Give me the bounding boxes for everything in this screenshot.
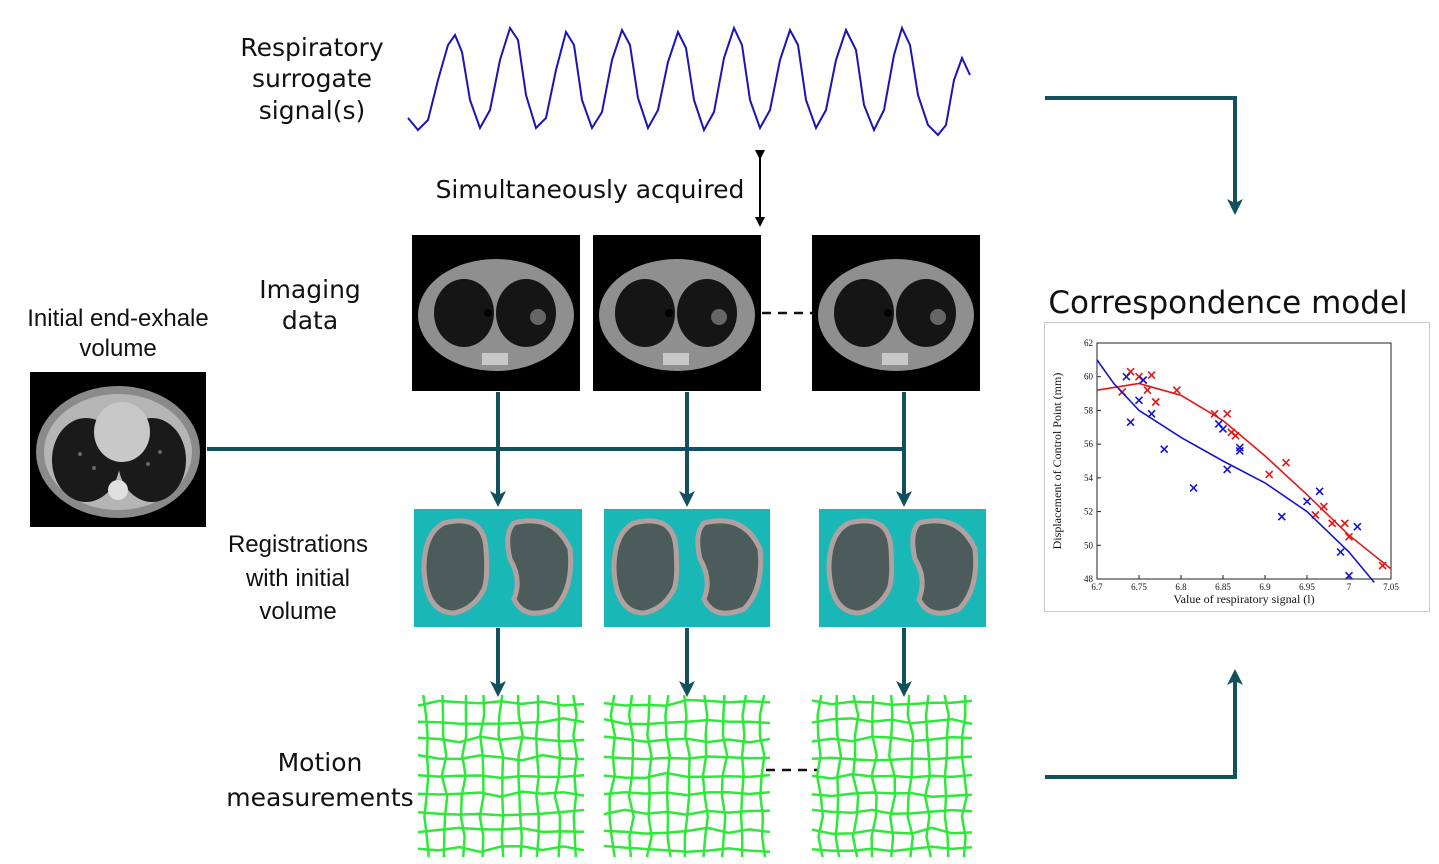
ct-image-3 [812,235,980,391]
blue-fit-line [1096,359,1375,583]
y-tick-label: 60 [1084,372,1094,382]
x-tick-label: 6.95 [1299,582,1315,592]
blue-data-point [1277,512,1286,521]
correspondence-plot: 6.7 6.75 6.8 6.85 6.9 6.95 7 7.05 48 50 52 54 56 58 60… [1044,322,1430,612]
x-tick-label: 6.9 [1259,582,1271,592]
blue-data-point [1218,424,1228,434]
y-tick-label: 50 [1084,540,1094,550]
red-data-point [1378,561,1387,570]
red-data-point [1143,386,1152,395]
registration-image-2 [604,509,770,627]
blue-data-point [1139,376,1148,385]
blue-data-point [1336,547,1345,557]
blue-data-point [1189,483,1198,493]
model-title: Correspondence model [1048,285,1408,321]
y-tick-label: 48 [1084,574,1094,584]
red-data-point [1231,431,1240,440]
initial-volume-image [30,372,206,527]
respiratory-signal-curve [407,25,971,137]
red-data-point [1210,409,1219,418]
red-data-point [1281,458,1291,467]
x-tick-label: 6.7 [1091,582,1103,592]
registrations-label: Registrations with initial volume [227,531,369,626]
motion-grid-3 [812,695,972,857]
blue-data-point [1147,409,1156,418]
red-data-point [1172,386,1181,395]
y-tick-label: 62 [1084,338,1093,348]
red-data-point [1340,519,1349,528]
x-tick-label: 6.8 [1175,582,1187,592]
blue-data-point [1235,443,1244,452]
y-tick-label: 56 [1084,439,1094,449]
y-tick-label: 58 [1084,405,1094,415]
registration-image-1 [414,509,582,627]
x-tick-label: 7.05 [1383,582,1399,592]
blue-data-point [1122,372,1131,381]
blue-data-point [1315,487,1324,496]
arrow-motion-to-model [1045,669,1243,779]
blue-data-point [1134,396,1144,405]
initial-volume-label: Initial end-exhale volume [27,305,209,362]
y-tick-label: 54 [1084,473,1094,483]
y-tick-label: 52 [1084,507,1093,517]
red-data-point [1223,409,1232,418]
red-data-point [1147,370,1156,380]
red-data-point [1328,519,1337,528]
x-tick-label: 6.75 [1131,582,1147,592]
red-data-point [1265,470,1274,479]
x-tick-label: 7 [1347,582,1352,592]
simultaneous-label: Simultaneously acquired [435,175,745,204]
arrow-signal-to-model [1045,96,1243,215]
motion-label: Motion measurements [226,748,414,812]
ct-image-2 [593,235,761,391]
motion-grid-2 [604,695,770,857]
red-data-point [1151,397,1160,407]
red-data-point [1319,502,1328,511]
imaging-label: Imaging data [259,275,361,336]
blue-data-point [1353,522,1362,531]
blue-data-point [1223,465,1232,474]
y-axis-label: Displacement of Control Point (mm) [1050,373,1064,550]
blue-data-point [1235,446,1244,455]
blue-data-point [1302,497,1312,506]
red-fit-line [1096,382,1392,570]
blue-data-point [1344,571,1354,580]
registration-image-3 [819,509,986,627]
x-axis-label: Value of respiratory signal (l) [1173,592,1314,606]
ct-image-1 [412,235,580,391]
x-tick-label: 6.85 [1215,582,1231,592]
blue-data-point [1160,445,1169,454]
motion-grid-1 [418,695,584,857]
surrogate-label: Respiratory surrogate signal(s) [240,33,384,125]
blue-data-point [1126,418,1135,427]
red-data-point [1344,532,1354,541]
